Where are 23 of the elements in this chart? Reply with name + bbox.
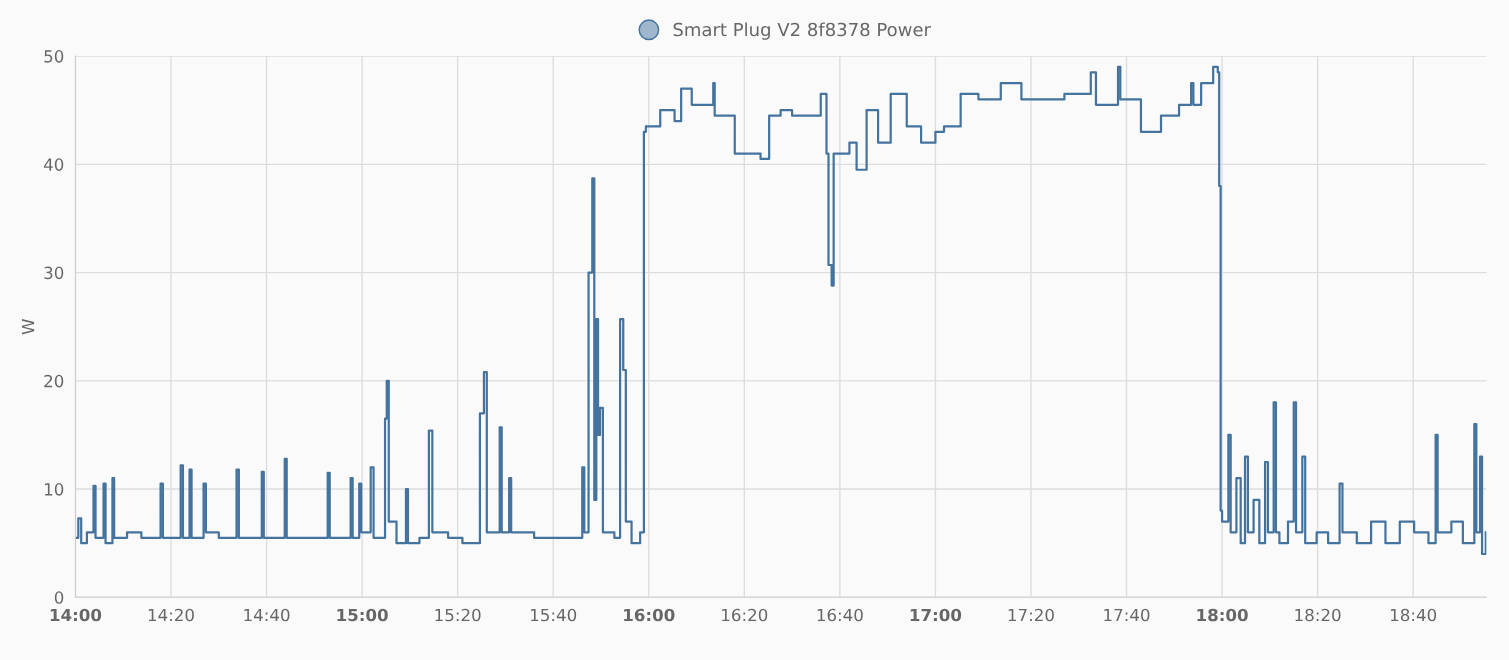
x-tick-label: 15:20 (435, 608, 481, 622)
x-tick-label: 16:20 (722, 608, 768, 622)
x-tick-label: 14:00 (50, 608, 102, 622)
y-tick-label: 0 (54, 591, 64, 604)
x-tick-label: 18:00 (1197, 608, 1248, 622)
y-tick-label: 50 (44, 50, 64, 63)
x-tick-label: 16:00 (624, 608, 675, 622)
legend-label: Smart Plug V2 8f8378 Power (673, 22, 931, 40)
x-tick-label: 14:40 (244, 608, 290, 622)
x-tick-label: 18:20 (1295, 608, 1341, 622)
y-axis-title: W (21, 319, 35, 335)
x-tick-label: 18:40 (1391, 608, 1437, 622)
x-tick-label: 17:00 (910, 608, 962, 622)
x-tick-label: 17:40 (1104, 608, 1150, 622)
x-tick-label: 15:40 (531, 608, 577, 622)
x-tick-label: 17:20 (1008, 608, 1054, 622)
y-tick-label: 20 (44, 374, 64, 388)
y-tick-label: 30 (44, 266, 64, 280)
y-tick-label: 10 (44, 483, 64, 496)
x-tick-label: 16:40 (817, 608, 863, 622)
x-tick-label: 14:20 (148, 608, 194, 622)
y-tick-label: 40 (43, 158, 64, 171)
x-tick-label: 15:00 (337, 608, 388, 622)
